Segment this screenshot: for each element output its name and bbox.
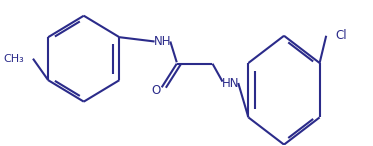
Text: NH: NH xyxy=(154,35,171,48)
Text: Cl: Cl xyxy=(336,29,348,42)
Text: HN: HN xyxy=(222,77,239,89)
Text: CH₃: CH₃ xyxy=(3,54,24,64)
Text: O: O xyxy=(152,84,161,97)
